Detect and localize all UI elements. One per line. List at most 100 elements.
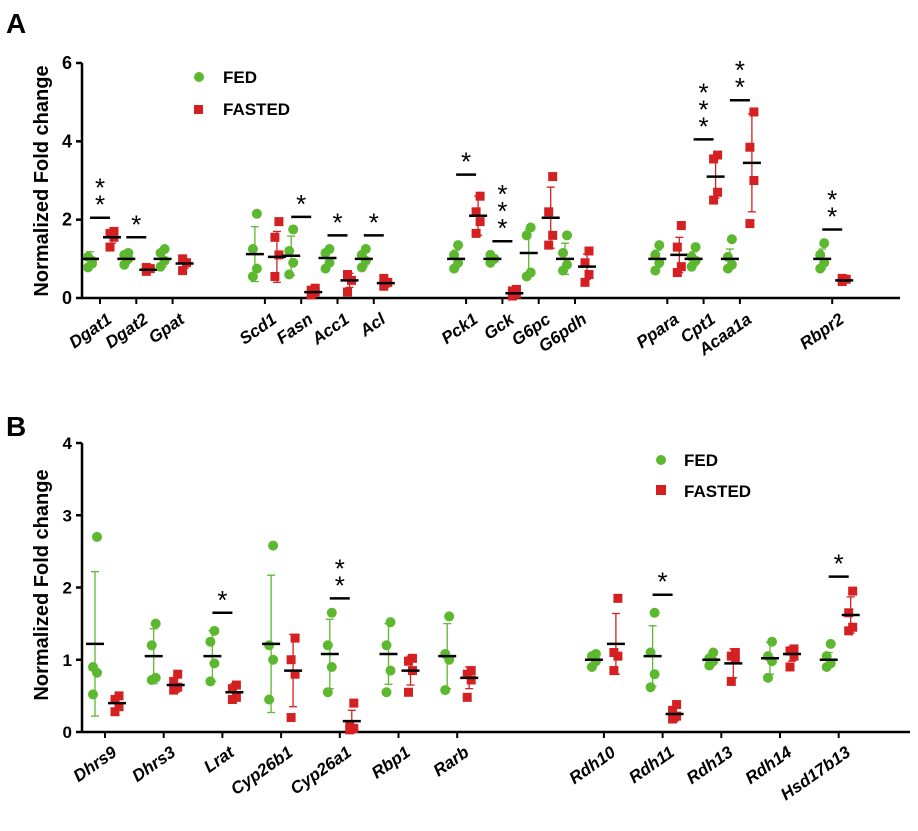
panel-b-gene-rdh11-fasted-point xyxy=(672,700,682,710)
panel-a-gene-pck1: Pck1 * xyxy=(438,147,488,348)
panel-b-gene-dhrs3-fed-point xyxy=(150,618,161,629)
panel-b-gene-dhrs9-fed-point xyxy=(88,661,98,672)
panel-b-legend-fasted-marker xyxy=(656,485,666,495)
panel-b-gene-dhrs3-x-label: Dhrs3 xyxy=(129,742,180,786)
panel-a-gene-scd1-fed-point xyxy=(251,263,262,274)
panel-a-gene-rbpr2-sig-star: * xyxy=(827,184,837,214)
panel-a-gene-gpat-fasted-point xyxy=(178,266,188,276)
panel-b-gene-dhrs9-fasted-point xyxy=(110,707,120,717)
panel-b-gene-cyp26a1-fed-point xyxy=(322,687,333,698)
panel-a-gene-ppara-fasted-point xyxy=(672,242,682,252)
panel-a-gene-dgat1: Dgat1** xyxy=(66,173,121,352)
panel-b-gene-rdh14-fed-point xyxy=(763,651,773,662)
panel-b-gene-rbp1-fasted-point xyxy=(404,687,413,697)
panel-a-legend-fasted-marker xyxy=(194,105,203,114)
panel-a-gene-acc1: Acc1 * xyxy=(308,207,359,349)
panel-b-gene-lrat-x-label: Lrat xyxy=(200,742,238,777)
panel-b-legend-fed-marker xyxy=(656,455,666,465)
panel-b-gene-cyp26b1-fasted-point xyxy=(290,633,300,643)
panel-a-gene-ppara-fed-point xyxy=(650,249,661,260)
panel-b-y-tick-label: 0 xyxy=(63,723,72,742)
panel-b-y-tick-label: 1 xyxy=(63,651,72,670)
panel-a-gene-pck1-fasted-point xyxy=(471,228,481,238)
panel-a-gene-g6pdh-fed-point xyxy=(558,247,568,258)
panel-a-gene-scd1-fed-point xyxy=(247,271,258,282)
panel-a-gene-pck1-fasted-point xyxy=(475,191,485,201)
panel-a-gene-gpat: Gpat xyxy=(145,244,194,348)
panel-b-gene-cyp26a1-fasted-point xyxy=(345,720,355,730)
panel-b-gene-dhrs3-fasted-point xyxy=(173,682,183,692)
panel-a-gene-acc1-fed-point xyxy=(324,257,335,268)
panel-a-gene-acl-sig-star: * xyxy=(369,207,379,237)
panel-a-gene-acc1-x-label: Acc1 xyxy=(308,310,353,349)
panel-a-gene-ppara-fasted-point xyxy=(672,268,682,278)
panel-a-gene-cpt1-fed-point xyxy=(690,242,701,253)
panel-b-gene-rarb-fed-point xyxy=(440,648,451,659)
panel-b-gene-rbp1-fed-point xyxy=(381,687,392,698)
panel-a-gene-rbpr2-fed-point xyxy=(819,257,830,268)
panel-a-y-tick-label: 6 xyxy=(62,53,72,73)
panel-a-gene-pck1-fed-point xyxy=(449,249,460,260)
panel-a: A Normalized Fold change FED FASTED 0 2 4 6… xyxy=(6,8,900,360)
panel-b-gene-lrat-fasted-point xyxy=(231,680,241,690)
panel-b-gene-rdh11-fed-point xyxy=(645,682,656,693)
panel-a-gene-gpat-fasted-point xyxy=(178,254,188,264)
panel-a-gene-dgat1-fed-point xyxy=(87,258,97,269)
panel-a-gene-ppara-x-label: Ppara xyxy=(633,310,683,353)
panel-b-gene-rdh11-fed-point xyxy=(649,607,660,618)
panel-b-gene-rbp1-fed-point xyxy=(381,640,392,651)
panel-b-gene-cyp26a1-fed-point xyxy=(322,640,333,651)
panel-a-gene-acaa1a-sig-star: * xyxy=(735,55,745,85)
panel-a-gene-gpat-x-label: Gpat xyxy=(145,309,189,348)
panel-b-gene-rdh14-fed-point xyxy=(763,672,773,683)
panel-a-y-axis-label: Normalized Fold change xyxy=(31,65,53,296)
panel-a-gene-g6pdh-fasted-point xyxy=(584,270,594,279)
panel-a-gene-g6pc-fasted-point xyxy=(548,172,558,182)
panel-a-gene-g6pdh-fasted-point xyxy=(580,277,590,287)
panel-a-gene-ppara-fed-point xyxy=(654,240,665,251)
panel-a-gene-cpt1: Cpt1*** xyxy=(677,77,725,347)
panel-a-gene-pck1-fasted-point xyxy=(475,217,485,227)
panel-a-gene-gck-fed-point xyxy=(485,249,496,260)
panel-a-gene-g6pc-fasted-point xyxy=(544,240,554,250)
panel-a-legend-fed-label: FED xyxy=(223,68,257,87)
panel-a-gene-fasn-fed-point xyxy=(288,224,299,235)
panel-a-gene-ppara-fed-point xyxy=(650,265,661,276)
panel-b-gene-dhrs9-fed-point xyxy=(88,689,98,700)
panel-b-gene-dhrs3-fasted-point xyxy=(169,676,179,686)
panel-a-gene-rbpr2-fasted-point xyxy=(837,273,847,283)
panel-a-legend: FED FASTED xyxy=(194,68,290,119)
panel-b-gene-rarb-fasted-point xyxy=(466,675,476,685)
panel-a-gene-g6pc-fasted-point xyxy=(548,230,558,240)
panel-a-gene-gck-sig-star: * xyxy=(497,179,507,209)
panel-b-gene-cyp26a1-x-label: Cyp26a1 xyxy=(287,743,355,799)
panel-a-gene-gck: Gck*** xyxy=(480,179,524,344)
panel-b-gene-cyp26b1: Cyp26b1 xyxy=(227,540,303,799)
panel-b-gene-rdh13-fed-point xyxy=(708,647,719,658)
panel-b-gene-rarb-fasted-point xyxy=(466,666,476,676)
panel-b-gene-cyp26a1-sig-star: * xyxy=(335,570,345,600)
panel-b-gene-rdh10-x-label: Rdh10 xyxy=(566,742,620,788)
panel-a-gene-cpt1-fed-point xyxy=(686,251,697,262)
panel-b-gene-rdh11: Rdh11 * xyxy=(625,567,684,787)
panel-b-gene-dhrs3-fed-point xyxy=(146,640,157,651)
panel-b-y-tick-label: 3 xyxy=(63,506,72,525)
panel-b-gene-cyp26b1-fed-point xyxy=(268,654,279,665)
panel-b-gene-cyp26a1-sig-star: * xyxy=(335,553,345,583)
panel-a-gene-acl-fasted-point xyxy=(379,273,389,283)
panel-b-gene-lrat: Lrat * xyxy=(200,585,244,777)
panel-a-gene-cpt1-sig-star: * xyxy=(699,77,709,107)
panel-b-gene-rdh10-fed-point xyxy=(590,648,601,659)
panel-b-gene-rbp1: Rbp1 xyxy=(368,617,420,782)
panel-b-gene-lrat-fed-point xyxy=(205,676,216,687)
panel-a-gene-dgat2-fed-point xyxy=(123,247,134,258)
panel-b-gene-dhrs9-fasted-point xyxy=(114,691,124,701)
panel-b-gene-hsd17b13-fasted-point xyxy=(844,608,854,618)
panel-a-gene-dgat1-fasted-point xyxy=(109,226,119,236)
panel-b-gene-lrat-sig-star: * xyxy=(217,585,227,615)
panel-b-gene-rarb-x-label: Rarb xyxy=(430,743,473,781)
panel-b-gene-rdh11-fasted-point xyxy=(672,711,682,721)
panel-a-gene-cpt1-sig-star: * xyxy=(699,94,709,124)
